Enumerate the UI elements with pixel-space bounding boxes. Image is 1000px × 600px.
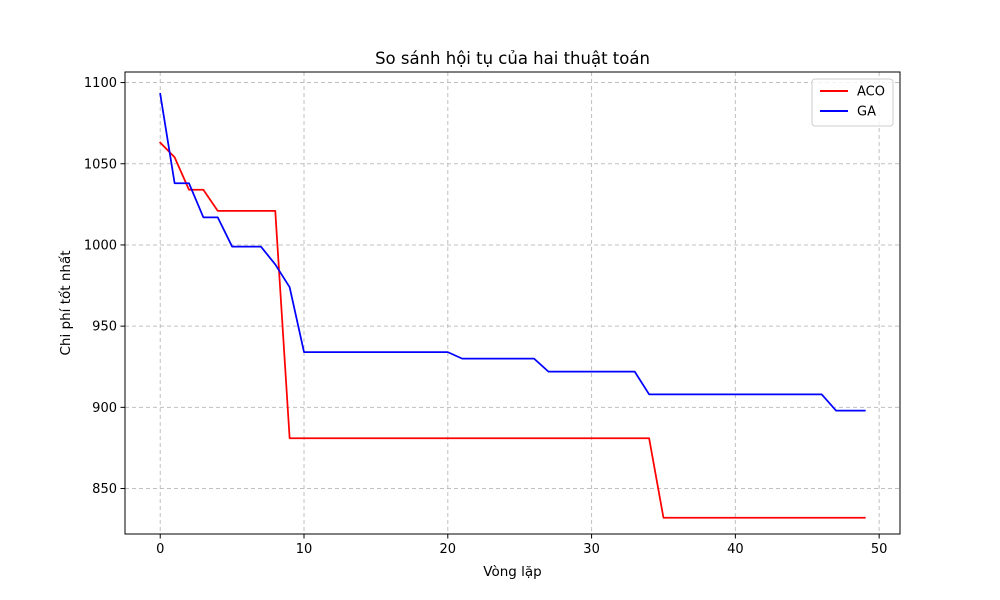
x-tick-label: 0 [156, 542, 164, 557]
legend: ACO GA [811, 78, 894, 127]
y-tick-label: 900 [92, 401, 117, 416]
x-tick-label: 40 [727, 542, 744, 557]
series-line-ga [159, 92, 866, 412]
x-tick-label: 10 [296, 542, 313, 557]
x-axis: 0 10 20 30 40 50 [156, 534, 887, 557]
y-tick-label: 1100 [84, 76, 117, 91]
legend-label-aco: ACO [857, 85, 885, 100]
legend-label-ga: GA [857, 105, 876, 120]
y-tick-label: 950 [92, 320, 117, 335]
x-tick-label: 50 [871, 542, 888, 557]
y-tick-label: 1050 [84, 157, 117, 172]
x-tick-label: 30 [583, 542, 600, 557]
series-layer [158, 92, 866, 519]
x-tick-label: 20 [440, 542, 457, 557]
y-axis: 850 900 950 1000 1050 1100 [84, 76, 125, 497]
series-line-aco [158, 141, 866, 519]
plot-frame [124, 71, 901, 535]
x-axis-title: Vòng lặp [483, 564, 541, 580]
y-tick-label: 1000 [84, 238, 117, 253]
chart-title: So sánh hội tụ của hai thuật toán [375, 49, 650, 68]
grid [125, 72, 900, 534]
y-tick-label: 850 [92, 482, 117, 497]
y-axis-title: Chi phí tốt nhất [57, 250, 74, 355]
